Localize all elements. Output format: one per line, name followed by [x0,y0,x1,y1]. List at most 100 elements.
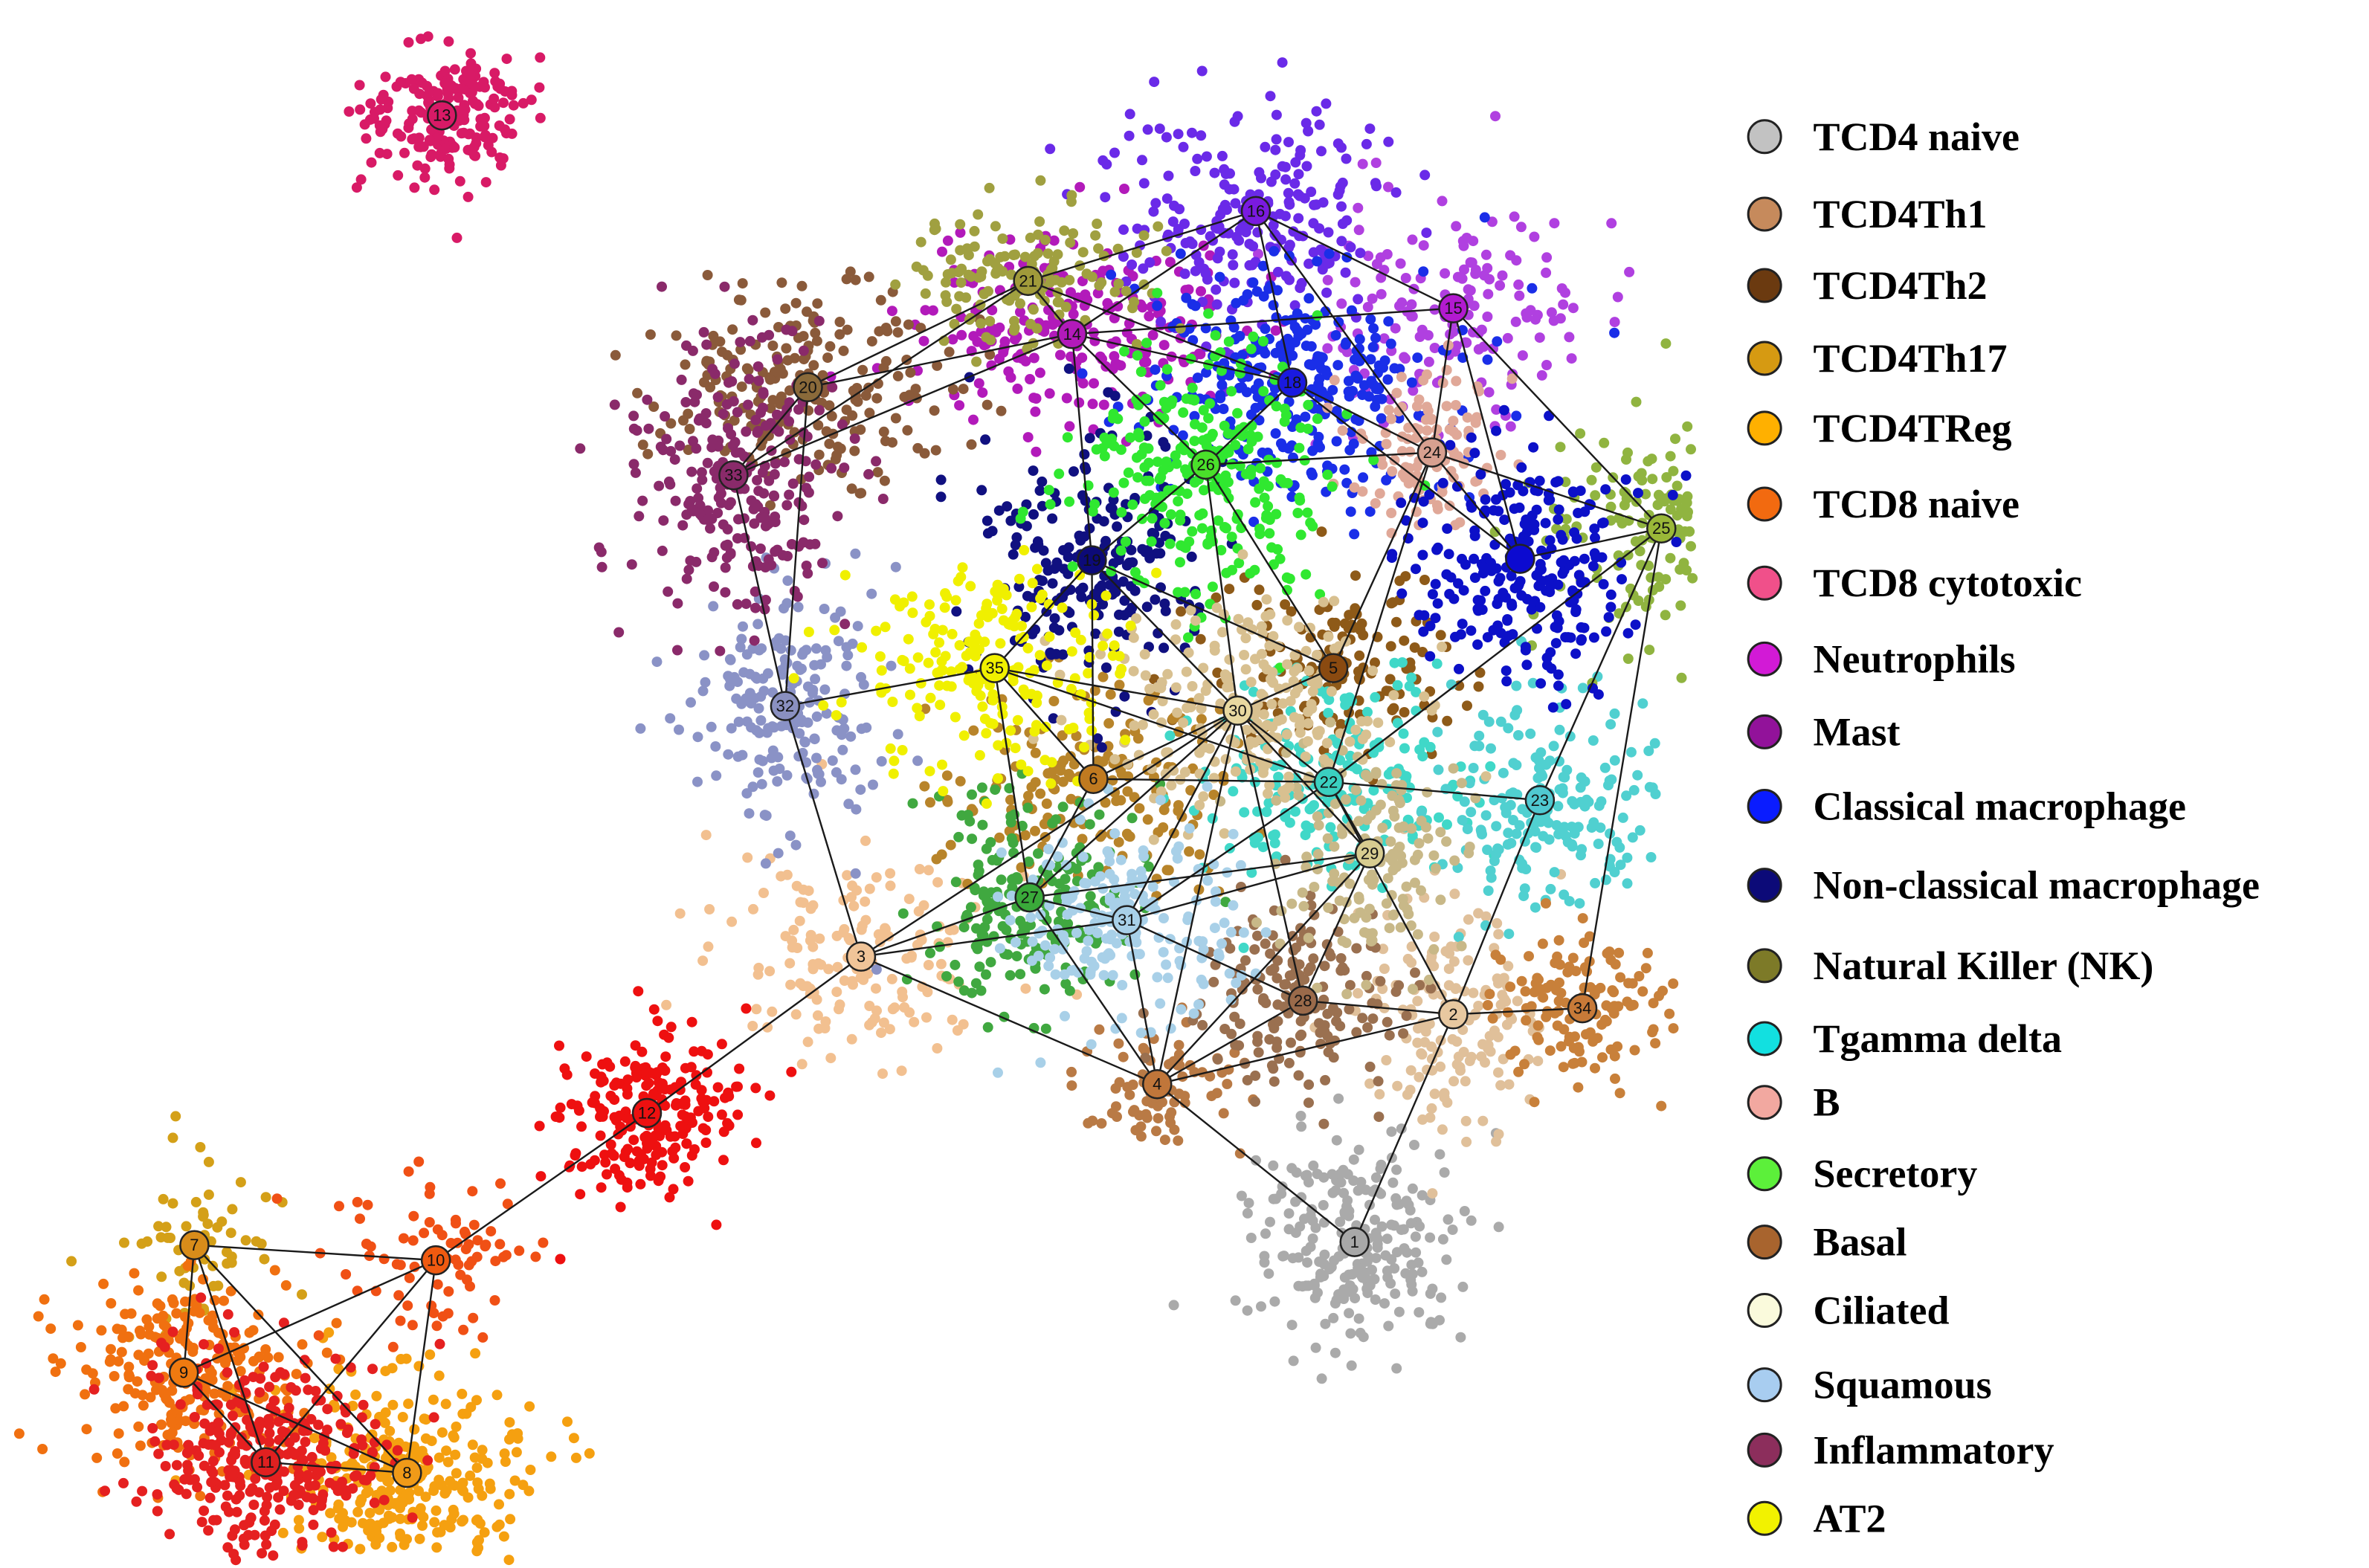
cell-point [72,1320,83,1331]
cell-point [402,1300,413,1311]
cell-point [1413,1023,1423,1034]
cell-point [1096,277,1107,288]
cell-point [1495,1080,1506,1091]
cell-point [1030,777,1041,788]
cell-point [309,1433,320,1444]
cell-point [1228,786,1239,797]
cell-point [903,894,915,905]
cell-point [1473,1001,1484,1011]
cell-point [1284,274,1295,285]
cell-point [1336,298,1347,309]
cell-point [1297,1281,1308,1292]
cell-point [1345,506,1356,517]
cell-point [1109,286,1121,297]
cell-point [432,1279,443,1290]
cell-point [668,1152,680,1164]
cell-point [945,254,956,265]
cell-point [1300,820,1312,831]
cell-point [443,1286,454,1297]
cell-point [846,891,857,903]
cell-point [596,1182,607,1193]
cell-point [733,294,744,306]
cell-point [1301,1169,1312,1181]
cell-point [1153,308,1164,319]
cell-point [1408,385,1419,396]
cell-point [1353,294,1364,305]
cell-point [1370,498,1381,509]
cell-point [178,1277,190,1288]
cell-point [1370,1294,1381,1305]
cell-point [1253,1047,1264,1058]
cell-point [642,448,654,459]
cell-point [1441,1254,1452,1265]
cell-point [274,1504,286,1515]
cell-point [1300,411,1311,422]
cell-point [413,132,425,143]
cell-point [106,1298,117,1309]
cell-point [1226,532,1237,543]
cell-point [1383,316,1394,327]
cell-point [1486,743,1496,754]
cell-point [387,1541,398,1552]
cell-point [866,336,877,347]
cell-point [864,1001,875,1011]
cell-point [615,1201,626,1213]
cell-point [219,1295,229,1306]
cell-point [951,606,962,617]
cell-point [845,935,856,946]
cell-point [1646,454,1657,465]
cell-point [1386,1254,1397,1265]
cell-point [990,784,1001,796]
cell-point [1019,830,1031,841]
cell-point [1035,175,1046,186]
cell-point [1345,242,1356,253]
cell-point [222,1542,233,1553]
cell-point [622,1074,634,1085]
cell-point [1370,332,1381,343]
cell-point [1254,584,1265,596]
cell-point [1443,964,1454,975]
cell-point [1119,691,1130,702]
cell-point [1337,425,1348,436]
cell-point [1541,360,1552,370]
cell-point [1151,1126,1161,1137]
cell-point [966,271,976,283]
cell-point [463,1239,474,1250]
cell-point [1259,1257,1270,1268]
cell-point [1199,485,1209,496]
cell-point [332,1485,344,1497]
cell-point [428,1394,439,1405]
cell-point [1338,1284,1350,1295]
cell-point [969,225,980,236]
cell-point [1459,796,1470,807]
cell-point [433,1474,445,1485]
cell-point [1232,111,1243,122]
cell-point [1493,1222,1504,1233]
cell-point [1111,1101,1121,1112]
cell-point [297,1454,307,1465]
cell-point [1229,277,1240,288]
cell-point [1103,717,1115,729]
cell-point [1338,1294,1350,1304]
cell-point [874,937,886,947]
cell-point [180,1416,191,1427]
cell-point [1179,219,1190,229]
cell-point [1454,680,1465,691]
cell-point [1284,199,1295,210]
cell-point [780,931,791,942]
cell-point [1244,259,1255,271]
cell-point [1213,515,1224,526]
cell-point [395,1528,405,1539]
cell-point [1147,329,1158,341]
cell-point [1364,1078,1376,1089]
cell-point [45,1323,57,1335]
cell-point [1257,336,1269,346]
cell-point [457,83,468,94]
cell-point [160,1461,171,1471]
cell-point [892,327,903,338]
cell-point [472,1235,483,1246]
cell-point [413,1156,425,1167]
cell-point [1574,898,1585,909]
cell-point [1348,438,1359,449]
cell-point [798,981,809,992]
